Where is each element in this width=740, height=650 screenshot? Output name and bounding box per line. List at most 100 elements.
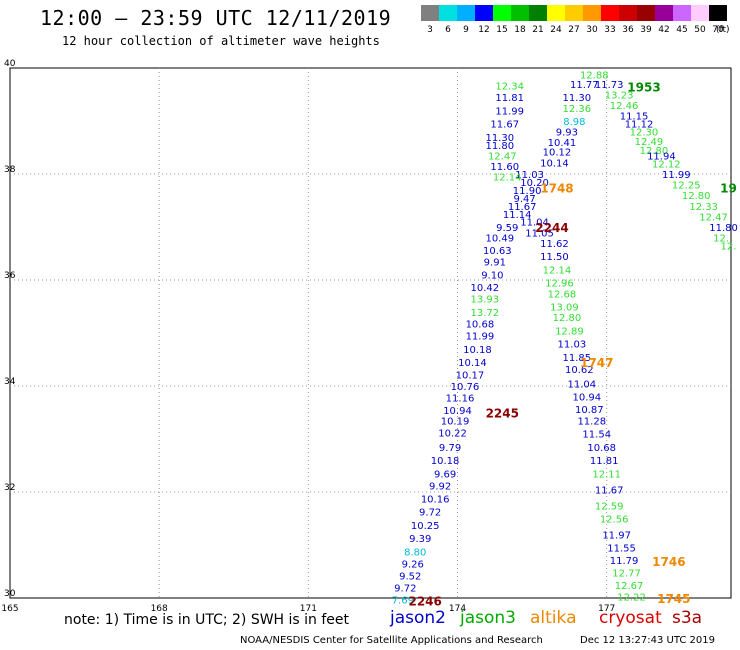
scale-swatch (601, 5, 619, 21)
wave-height-label: 12.14 (493, 173, 522, 184)
wave-height-label: 11.85 (563, 353, 592, 364)
wave-height-label: 11.50 (540, 252, 569, 263)
wave-height-label: 12.25 (672, 181, 701, 192)
scale-label: 50 (694, 25, 706, 35)
wave-height-label: 11.04 (568, 379, 597, 390)
scale-swatch (709, 5, 727, 21)
scale-swatch (619, 5, 637, 21)
wave-height-label: 10.25 (411, 521, 440, 532)
wave-height-label: 10.76 (451, 382, 480, 393)
wave-height-label: 11.94 (647, 151, 676, 162)
y-tick-label: 40 (4, 59, 16, 69)
wave-height-label: 10.17 (456, 370, 485, 381)
wave-height-label: 9.69 (434, 469, 456, 480)
wave-height-label: 12.96 (545, 279, 574, 290)
wave-height-label: 11.62 (540, 239, 569, 250)
wave-height-label: 11.67 (490, 120, 519, 131)
wave-height-label: 10.22 (438, 429, 467, 440)
footer-timestamp: Dec 12 13:27:43 UTC 2019 (580, 635, 715, 646)
wave-height-label: 8.80 (404, 547, 426, 558)
wave-height-label: 9.79 (439, 443, 461, 454)
wave-height-label: 11.60 (490, 162, 519, 173)
wave-height-label: 13.93 (471, 295, 500, 306)
wave-height-label: 10.19 (441, 416, 470, 427)
satellite-legend-altika: altika (530, 608, 577, 628)
wave-height-label: 10.68 (466, 319, 495, 330)
scale-swatch (475, 5, 493, 21)
wave-height-label: 12.47 (699, 212, 728, 223)
wave-height-label: 10.14 (540, 158, 569, 169)
wave-height-label: 9.93 (556, 128, 578, 139)
wave-height-label: 10.94 (572, 393, 601, 404)
wave-height-label: 12.89 (555, 326, 584, 337)
scale-swatch (673, 5, 691, 21)
y-tick-label: 32 (4, 483, 15, 493)
wave-height-label: 12.67 (615, 581, 644, 592)
scale-swatch (421, 5, 439, 21)
wave-height-label: 10.49 (485, 234, 514, 245)
wave-height-label: 11.28 (577, 416, 606, 427)
wave-height-label: 11.04 (520, 218, 549, 229)
wave-height-label: 12.36 (563, 104, 592, 115)
wave-height-label: 11.99 (662, 170, 691, 181)
wave-height-label: 9.91 (484, 257, 506, 268)
wave-height-label: 13.72 (471, 308, 500, 319)
satellite-legend-jason2: jason2 (390, 608, 446, 628)
wave-height-label: 11.81 (495, 93, 524, 104)
scale-label: 33 (604, 25, 616, 35)
scale-label: 24 (550, 25, 562, 35)
wave-height-label: 12.68 (548, 289, 577, 300)
satellite-legend-cryosat: cryosat (599, 608, 662, 628)
scale-label: 70 (712, 25, 724, 35)
wave-height-label: 10.41 (548, 138, 577, 149)
scale-label: 6 (445, 25, 451, 35)
wave-height-label: 12.12 (652, 159, 681, 170)
wave-height-label: 11.05 (525, 228, 554, 239)
wave-height-label: 11.55 (607, 544, 636, 555)
plot-frame (9, 67, 732, 599)
wave-height-label: 10.87 (575, 405, 604, 416)
wave-height-label: 12.46 (610, 101, 639, 112)
wave-height-label: 11.30 (485, 133, 514, 144)
wave-height-label: 11.67 (595, 485, 624, 496)
scale-swatch (493, 5, 511, 21)
wave-height-label: 9.10 (481, 271, 503, 282)
x-tick-label: 174 (449, 604, 466, 614)
wave-height-label: 12. (721, 242, 737, 253)
satellite-legend-s3a: s3a (672, 608, 703, 628)
scale-label: 42 (658, 25, 670, 35)
wave-height-label: 10.68 (587, 443, 616, 454)
wave-height-label: 9.72 (394, 583, 416, 594)
pass-time-label: 2246 (408, 595, 441, 609)
wave-height-label: 12.88 (580, 70, 609, 81)
wave-height-label: 11.90 (513, 186, 542, 197)
y-tick-label: 38 (4, 165, 16, 175)
pass-time-label: 1953 (627, 81, 660, 95)
wave-height-label: 9.72 (419, 508, 441, 519)
wave-height-label: 11.73 (595, 80, 624, 91)
scale-swatch (691, 5, 709, 21)
wave-height-label: 11.99 (466, 332, 495, 343)
wave-height-label: 13.09 (550, 303, 579, 314)
scale-label: 3 (427, 25, 433, 35)
x-tick-label: 177 (598, 604, 615, 614)
wave-height-label: 10.94 (443, 406, 472, 417)
wave-height-label: 12.80 (682, 191, 711, 202)
scale-swatch (583, 5, 601, 21)
wave-height-label: 11.67 (508, 202, 537, 213)
wave-height-label: 9.59 (496, 223, 518, 234)
wave-height-label: 11.03 (515, 170, 544, 181)
scale-label: 30 (586, 25, 598, 35)
wave-height-label: 12.59 (595, 501, 624, 512)
scale-label: 12 (478, 25, 490, 35)
wave-height-label: 12.77 (612, 569, 641, 580)
wave-height-label: 11.97 (602, 530, 631, 541)
wave-height-label: 10.18 (463, 345, 492, 356)
scale-swatch (565, 5, 583, 21)
wave-height-label: 12.47 (488, 151, 517, 162)
wave-height-label: 12.30 (630, 128, 659, 139)
chart-title: 12:00 — 23:59 UTC 12/11/2019 (40, 6, 392, 30)
wave-height-label: 12.80 (640, 146, 669, 157)
wave-height-label: 10.63 (483, 246, 512, 257)
